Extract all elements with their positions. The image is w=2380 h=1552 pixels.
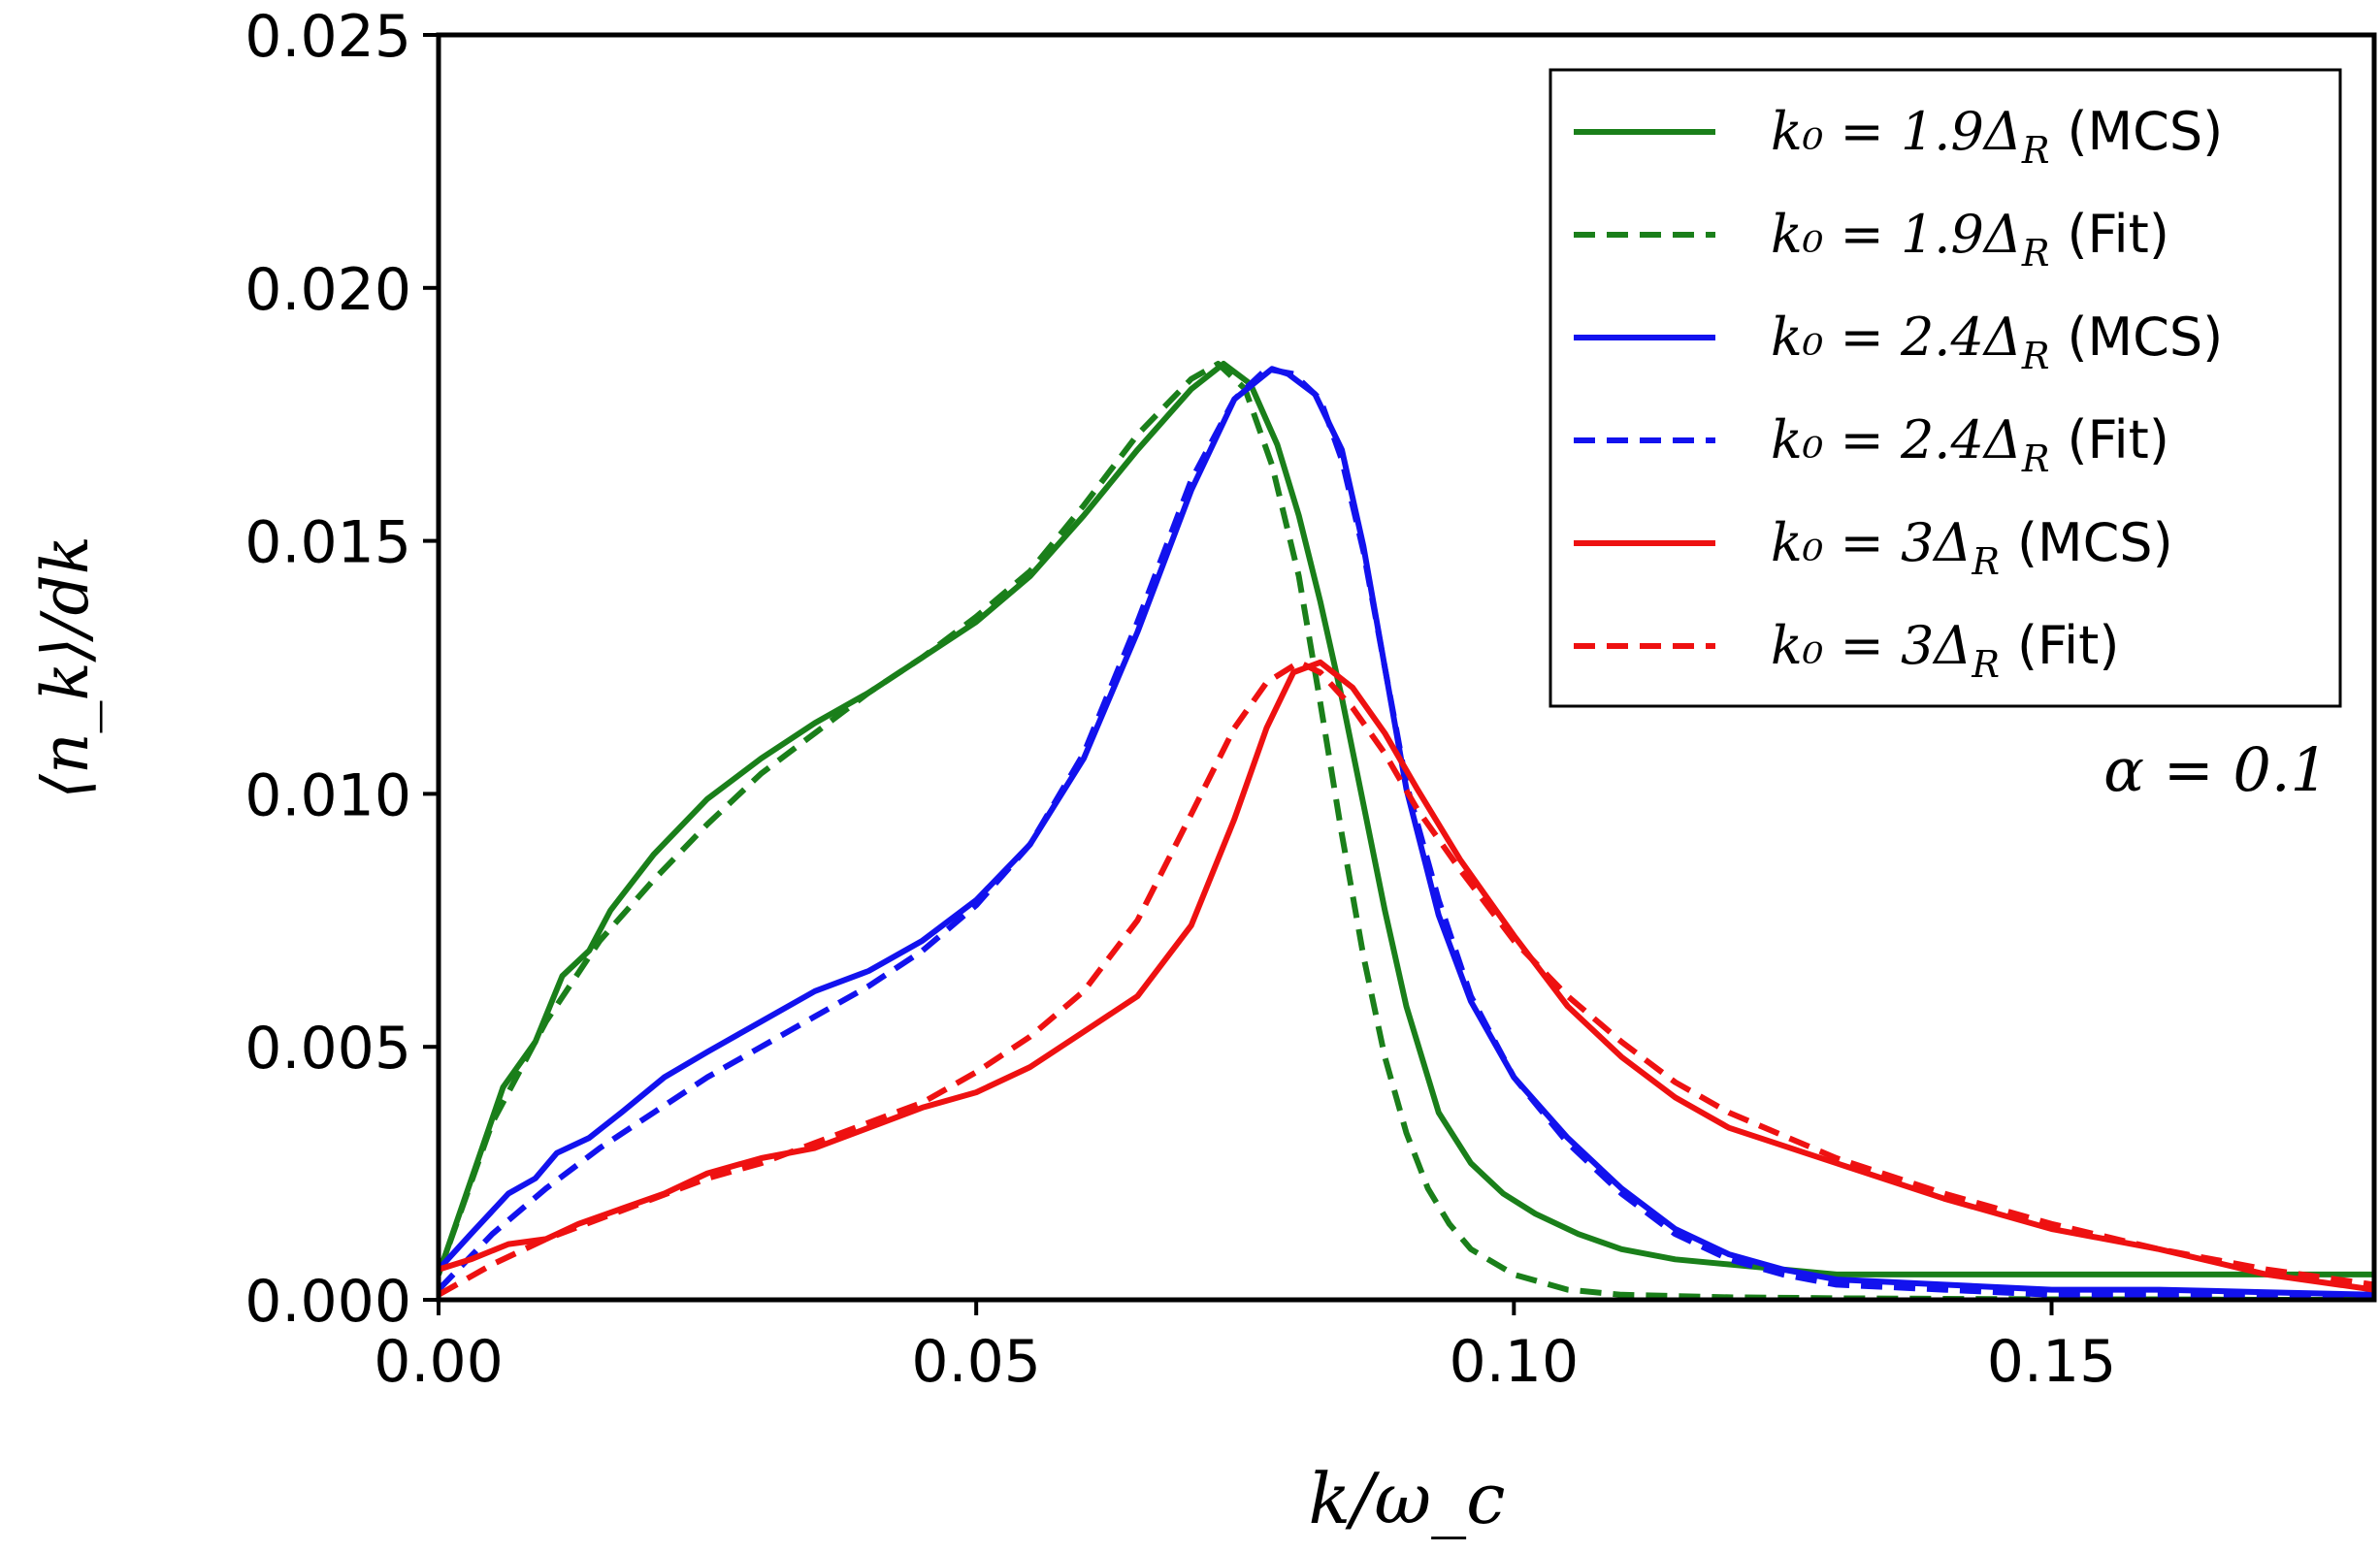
legend-subscript: R: [2021, 335, 2050, 377]
x-tick-label: 0.10: [1450, 1328, 1580, 1396]
series-line-4: [439, 659, 2374, 1293]
legend-label-5: k₀ = 3ΔR (Fit): [1771, 615, 2119, 686]
y-tick-label: 0.000: [245, 1268, 411, 1336]
y-tick-label: 0.005: [245, 1015, 411, 1083]
series-line-1: [439, 361, 2374, 1300]
legend-tag: (Fit): [2017, 615, 2119, 676]
legend-label-2: k₀ = 2.4ΔR (MCS): [1771, 307, 2223, 377]
series-line-5: [439, 659, 2374, 1298]
legend-subscript: R: [1971, 643, 2000, 686]
series-layer: [439, 361, 2374, 1300]
x-tick-label: 0.15: [1987, 1328, 2117, 1396]
legend-label-1: k₀ = 1.9ΔR (Fit): [1771, 204, 2169, 275]
legend-math: k₀ = 2.4Δ: [1771, 409, 2022, 470]
plot-area-frame: [436, 32, 2377, 1303]
x-tick-label: 0.00: [374, 1328, 504, 1396]
legend-label-0: k₀ = 1.9ΔR (MCS): [1771, 101, 2223, 172]
legend-subscript: R: [2021, 437, 2050, 480]
x-tick-label: 0.05: [911, 1328, 1041, 1396]
legend-frame: [1549, 68, 2342, 708]
y-axis-label: ⟨n_k⟩/dk: [28, 535, 103, 798]
legend-math: k₀ = 2.4Δ: [1771, 307, 2022, 368]
legend-tag: (MCS): [2017, 512, 2173, 573]
legend-label-3: k₀ = 2.4ΔR (Fit): [1771, 409, 2169, 480]
legend-tag: (Fit): [2067, 409, 2168, 470]
x-axis-ticks: 0.00 0.05 0.10 0.15: [374, 1300, 2116, 1396]
legend-math: k₀ = 3Δ: [1771, 615, 1972, 676]
legend-subscript: R: [2021, 129, 2050, 172]
x-axis-label: k/ω_c: [1309, 1458, 1506, 1539]
legend: k₀ = 1.9ΔR (MCS)k₀ = 1.9ΔR (Fit)k₀ = 2.4ΔR…: [1549, 68, 2342, 708]
alpha-annotation: α = 0.1: [2103, 734, 2329, 805]
legend-math: k₀ = 1.9Δ: [1771, 204, 2022, 265]
legend-label-4: k₀ = 3ΔR (MCS): [1771, 512, 2173, 583]
series-line-3: [439, 366, 2374, 1298]
legend-tag: (MCS): [2067, 101, 2223, 162]
legend-tag: (MCS): [2067, 307, 2223, 368]
y-axis-ticks: 0.000 0.005 0.010 0.015 0.020 0.025: [245, 3, 439, 1336]
legend-subscript: R: [1971, 540, 2000, 583]
y-tick-label: 0.015: [245, 509, 411, 577]
legend-math: k₀ = 3Δ: [1771, 512, 1972, 573]
legend-subscript: R: [2021, 232, 2050, 275]
legend-tag: (Fit): [2067, 204, 2168, 265]
legend-math: k₀ = 1.9Δ: [1771, 101, 2022, 162]
y-tick-label: 0.010: [245, 761, 411, 829]
y-tick-label: 0.025: [245, 3, 411, 71]
y-tick-label: 0.020: [245, 256, 411, 324]
